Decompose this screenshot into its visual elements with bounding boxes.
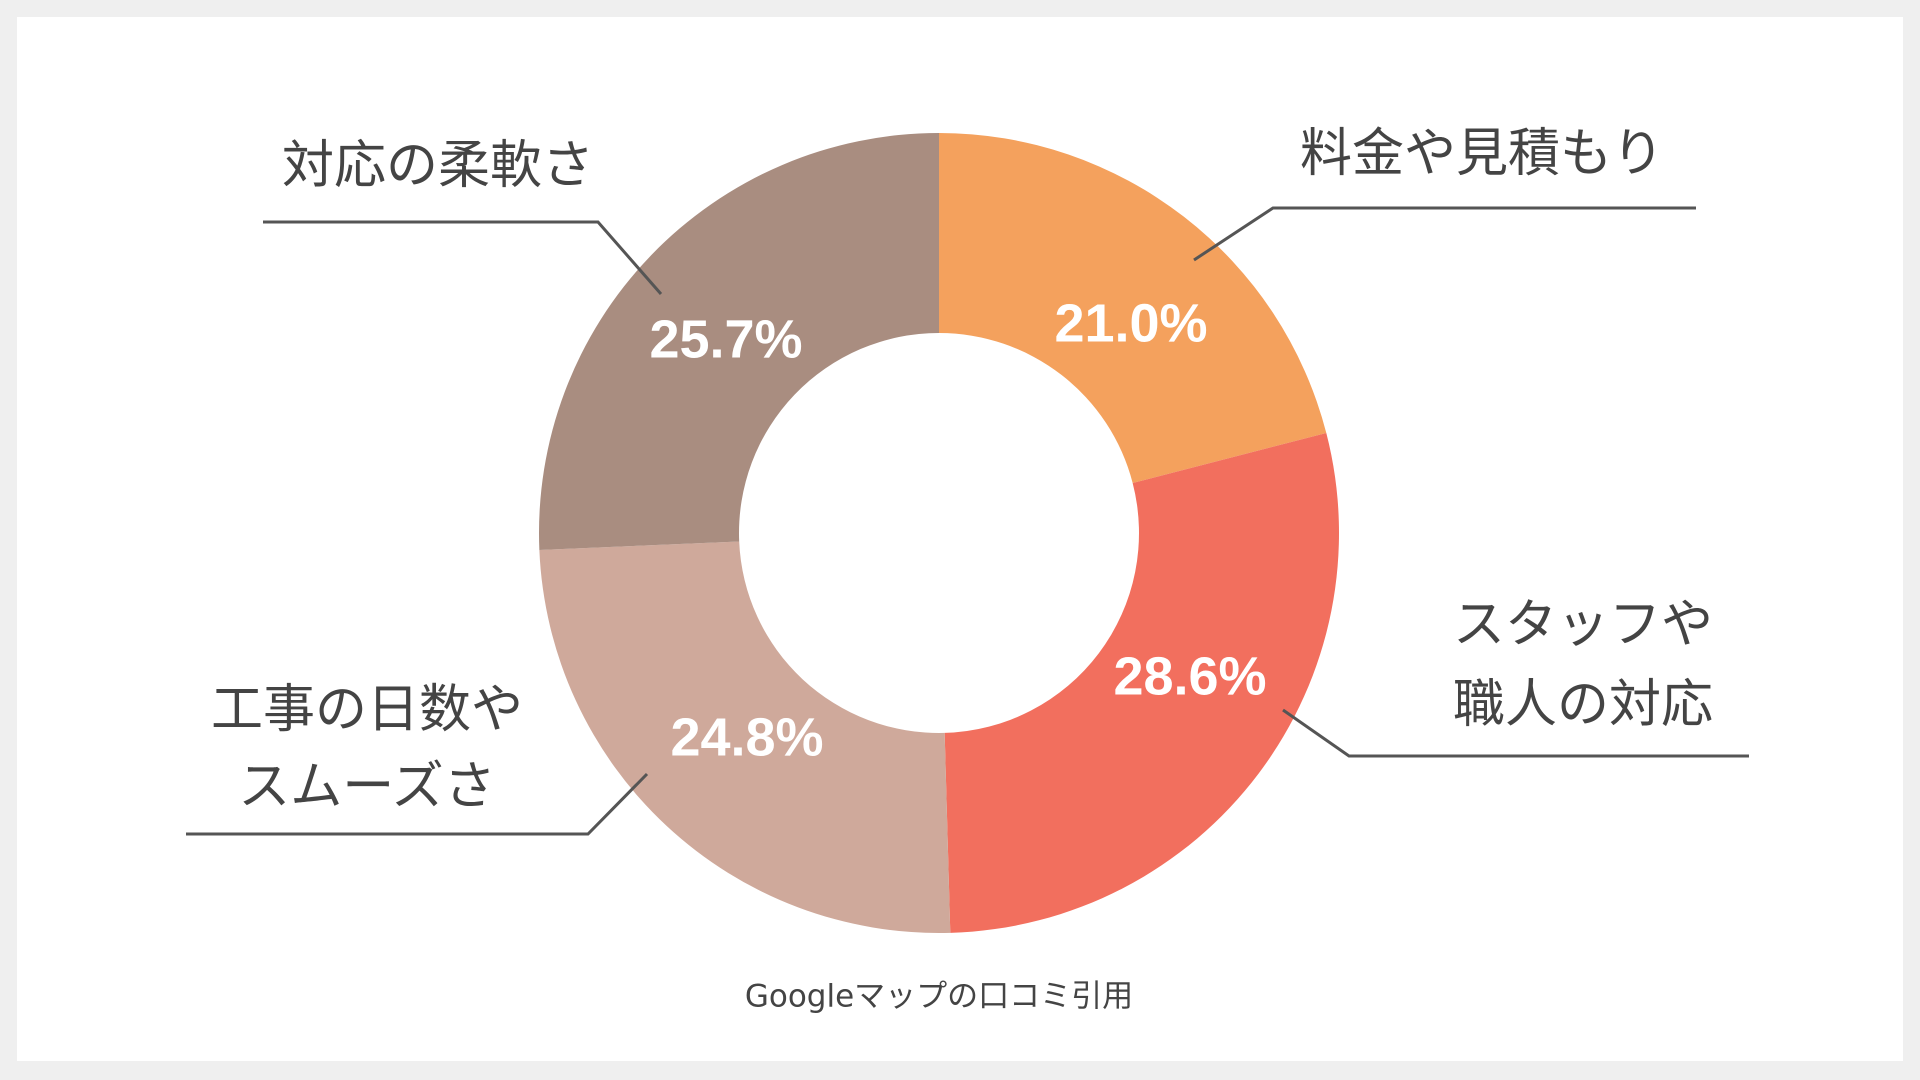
category-label: スタッフや	[1453, 595, 1713, 655]
leader-line	[1282, 708, 1749, 758]
donut-segment	[939, 133, 1327, 484]
leader-line	[186, 772, 649, 836]
donut-segment	[539, 541, 951, 933]
category-label: 料金や見積もり	[1300, 124, 1664, 184]
caption: Googleマップの口コミ引用	[745, 979, 1133, 1015]
leader-line	[263, 220, 663, 295]
value-label: 21.0%	[1054, 293, 1207, 353]
value-label: 25.7%	[649, 309, 802, 369]
category-label: 職人の対応	[1453, 675, 1713, 735]
category-label: 対応の柔軟さ	[282, 136, 594, 196]
leader-line	[1193, 206, 1696, 262]
donut-segment	[944, 433, 1339, 933]
value-label: 28.6%	[1113, 646, 1266, 706]
category-label: スムーズさ	[238, 757, 495, 817]
value-label: 24.8%	[670, 707, 823, 767]
category-label: 工事の日数や	[211, 680, 523, 740]
donut-segment	[538, 133, 939, 550]
